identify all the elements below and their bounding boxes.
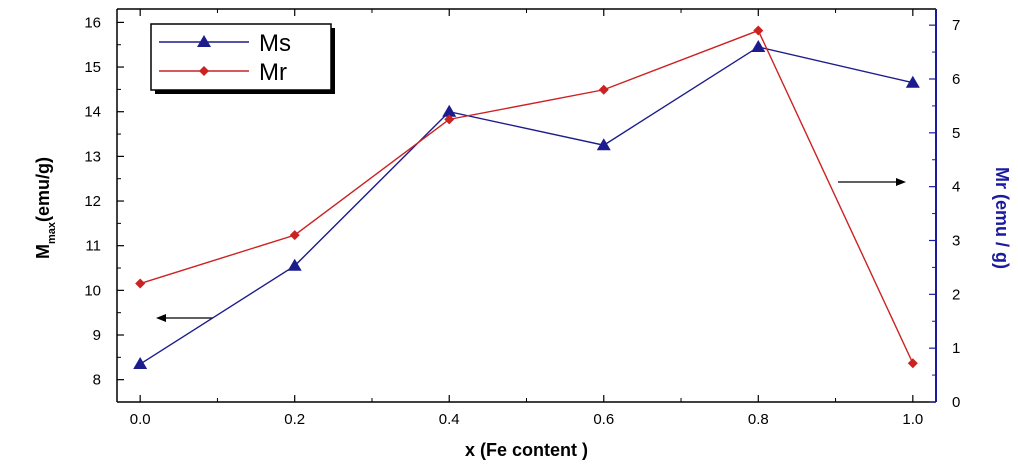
x-tick-label: 0.4 bbox=[439, 411, 460, 428]
data-point-mr bbox=[289, 230, 300, 241]
y-right-axis-title: Mr (emu / g) bbox=[992, 167, 1012, 269]
x-axis-title: x (Fe content ) bbox=[465, 440, 588, 460]
data-point-ms bbox=[287, 258, 302, 271]
y-left-tick-label: 10 bbox=[84, 282, 101, 299]
x-tick-label: 0.8 bbox=[748, 411, 769, 428]
y-left-axis-title-unit: (emu/g) bbox=[33, 157, 53, 222]
y-left-tick-label: 11 bbox=[85, 238, 101, 255]
data-point-ms bbox=[442, 104, 457, 117]
y-right-tick-label: 3 bbox=[952, 232, 960, 249]
data-point-ms bbox=[905, 75, 920, 88]
data-point-ms bbox=[596, 138, 611, 151]
legend-label-ms: Ms bbox=[259, 30, 291, 57]
data-point-mr bbox=[598, 84, 609, 95]
left-axis-pointer-arrowhead bbox=[156, 314, 166, 322]
data-point-mr bbox=[907, 358, 918, 369]
y-left-tick-label: 8 bbox=[93, 372, 101, 389]
y-right-tick-label: 7 bbox=[952, 17, 960, 34]
series-line-mr bbox=[139, 29, 914, 364]
legend-marker-ms bbox=[197, 35, 211, 47]
legend-label-mr: Mr bbox=[259, 59, 287, 86]
series-line-ms bbox=[139, 46, 913, 365]
y-left-tick-label: 9 bbox=[93, 327, 101, 344]
y-left-axis-title-subscript: max bbox=[46, 221, 58, 244]
x-tick-label: 1.0 bbox=[902, 411, 923, 428]
y-right-tick-label: 1 bbox=[952, 340, 960, 357]
data-point-mr bbox=[444, 114, 455, 125]
y-right-tick-label: 5 bbox=[952, 125, 960, 142]
data-point-ms bbox=[133, 357, 148, 370]
y-left-tick-label: 15 bbox=[84, 59, 101, 76]
y-left-axis-title: Mmax(emu/g) bbox=[33, 157, 58, 259]
y-right-tick-label: 6 bbox=[952, 71, 960, 88]
y-left-axis-title-main: M bbox=[33, 244, 53, 259]
x-tick-label: 0.2 bbox=[284, 411, 305, 428]
y-left-tick-label: 16 bbox=[84, 14, 101, 31]
y-right-tick-label: 2 bbox=[952, 286, 960, 303]
data-point-mr bbox=[135, 278, 146, 289]
y-right-tick-label: 4 bbox=[952, 179, 960, 196]
x-tick-label: 0.6 bbox=[593, 411, 614, 428]
y-left-tick-label: 13 bbox=[84, 148, 101, 165]
y-right-tick-label: 0 bbox=[952, 394, 960, 411]
legend-box bbox=[150, 23, 332, 91]
x-tick-label: 0.0 bbox=[130, 411, 151, 428]
right-axis-pointer-arrowhead bbox=[896, 178, 906, 186]
data-point-mr bbox=[753, 25, 764, 36]
y-left-tick-label: 14 bbox=[84, 104, 101, 121]
data-point-ms bbox=[751, 39, 766, 52]
legend-marker-mr bbox=[199, 66, 209, 76]
y-left-tick-label: 12 bbox=[84, 193, 101, 210]
